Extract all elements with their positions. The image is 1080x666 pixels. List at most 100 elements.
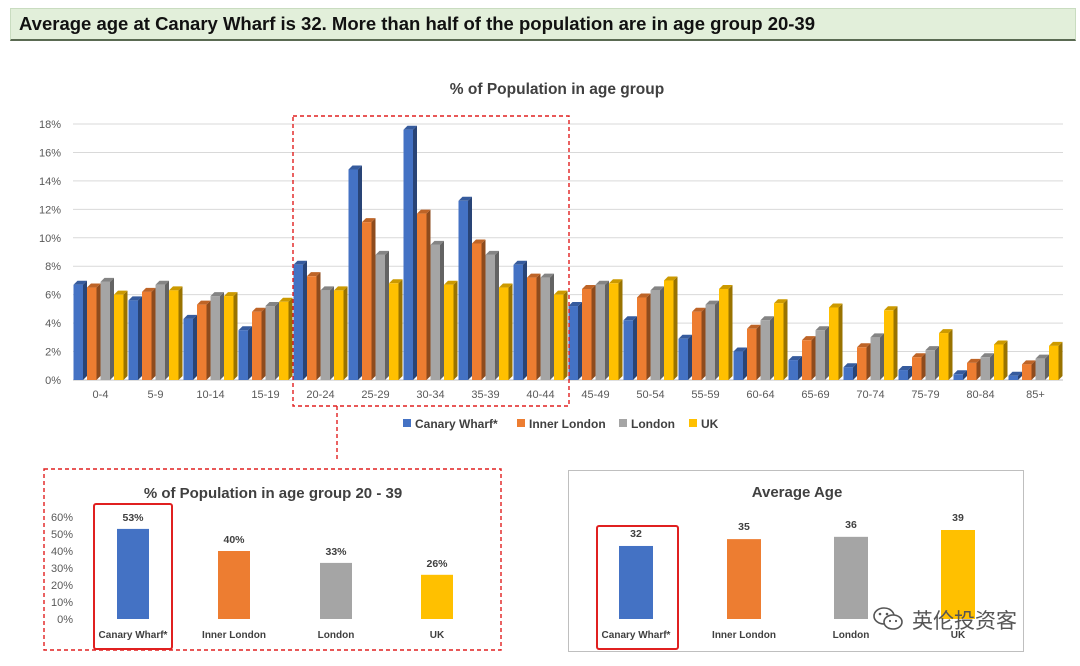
legend-swatch <box>689 419 697 427</box>
bar-london <box>834 536 868 619</box>
age-group-chart: % of Population in age group 0% 2% 4% 6% 8% 1… <box>39 81 1063 460</box>
x-tick-label: London <box>833 630 870 641</box>
bar-uk-30-34 <box>444 280 458 380</box>
highlight-box-20-39 <box>43 468 502 651</box>
bar-canary-wharf-15-19 <box>238 326 252 380</box>
x-tick-label: 10-14 <box>196 389 224 401</box>
bar-london-0-4 <box>100 277 114 380</box>
bar-inner-london <box>727 539 761 619</box>
y-tick-label: 40% <box>51 546 73 558</box>
bar-london-35-39 <box>485 250 499 380</box>
bar-canary-wharf-10-14 <box>183 314 197 380</box>
bar-london-65-69 <box>815 326 829 380</box>
bar-inner-london-10-14 <box>197 300 211 380</box>
bar-inner-london-65-69 <box>802 336 816 380</box>
bar-london-25-29 <box>375 250 389 380</box>
sub2-chart-title: Average Age <box>752 484 843 501</box>
bar-canary-wharf-50-54 <box>623 316 637 380</box>
bar-uk <box>421 574 453 619</box>
legend-item-inner-london: Inner London <box>517 417 606 431</box>
y-tick-label: 50% <box>51 529 73 541</box>
y-tick-label: 30% <box>51 563 73 575</box>
y-tick-label: 0% <box>45 375 61 387</box>
legend-swatch <box>619 419 627 427</box>
y-tick-label: 16% <box>39 147 61 159</box>
y-tick-label: 4% <box>45 318 61 330</box>
bar-london-85 <box>1035 354 1049 380</box>
main-legend: Canary Wharf* Inner London London UK <box>403 417 719 431</box>
bar-inner-london-80-84 <box>967 358 981 380</box>
x-tick-label: Inner London <box>712 630 776 641</box>
y-tick-label: 60% <box>51 512 73 524</box>
bar-inner-london-75-79 <box>912 353 926 380</box>
bar-uk-0-4 <box>114 290 128 380</box>
bar-inner-london-50-54 <box>637 293 651 380</box>
x-tick-label: UK <box>430 630 445 641</box>
bar-uk-10-14 <box>224 292 238 380</box>
bar-canary-wharf-60-64 <box>733 347 747 380</box>
x-tick-label: 20-24 <box>306 389 334 401</box>
watermark-text: 英伦投资客 <box>912 609 1017 633</box>
x-tick-label: 60-64 <box>746 389 774 401</box>
bar-inner-london-85 <box>1022 360 1036 380</box>
legend-item-canary-wharf: Canary Wharf* <box>403 417 498 431</box>
x-tick-label: 25-29 <box>361 389 389 401</box>
y-tick-label: 8% <box>45 261 61 273</box>
bar-inner-london-55-59 <box>692 307 706 380</box>
x-tick-label: 15-19 <box>251 389 279 401</box>
bar-canary-wharf-25-29 <box>348 165 362 380</box>
bar-inner-london-20-24 <box>307 272 321 380</box>
bar-uk-60-64 <box>774 299 788 380</box>
bar-canary-wharf-5-9 <box>128 296 142 380</box>
bar-uk <box>941 529 975 619</box>
bar-inner-london <box>218 551 250 619</box>
bar-london-20-24 <box>320 286 334 380</box>
bar-canary-wharf <box>619 545 653 619</box>
y-tick-label: 10% <box>51 597 73 609</box>
bar-london-60-64 <box>760 316 774 380</box>
bar-inner-london-5-9 <box>142 287 156 380</box>
data-label: 33% <box>325 546 347 558</box>
x-tick-label: 75-79 <box>911 389 939 401</box>
bar-canary-wharf-35-39 <box>458 196 472 380</box>
bar-uk-75-79 <box>939 329 953 380</box>
x-tick-label: Canary Wharf* <box>99 630 168 641</box>
bar-london-10-14 <box>210 292 224 380</box>
x-tick-label: 70-74 <box>856 389 884 401</box>
x-tick-label: 50-54 <box>636 389 664 401</box>
bar-uk-40-44 <box>554 290 568 380</box>
bar-london-30-34 <box>430 240 444 380</box>
watermark: 英伦投资客 <box>872 603 1052 637</box>
bar-london-55-59 <box>705 300 719 380</box>
bar-london <box>320 562 352 619</box>
bar-london-45-49 <box>595 280 609 380</box>
bar-canary-wharf-85 <box>1008 371 1022 380</box>
highlight-canary-wharf-age <box>596 525 679 650</box>
bar-inner-london-45-49 <box>582 284 596 380</box>
data-label: 32 <box>630 528 642 540</box>
data-label: 39 <box>952 512 964 524</box>
bar-inner-london-70-74 <box>857 343 871 380</box>
x-tick-label: London <box>318 630 355 641</box>
bar-uk-20-24 <box>334 286 348 380</box>
bar-inner-london-30-34 <box>417 209 431 380</box>
bar-london-80-84 <box>980 353 994 380</box>
x-tick-label: 45-49 <box>581 389 609 401</box>
bar-canary-wharf-75-79 <box>898 366 912 380</box>
bar-canary-wharf-0-4 <box>73 280 87 380</box>
bar-uk-45-49 <box>609 279 623 380</box>
bar-canary-wharf-30-34 <box>403 125 417 380</box>
y-tick-label: 12% <box>39 204 61 216</box>
legend-swatch <box>517 419 525 427</box>
bar-london-5-9 <box>155 280 169 380</box>
bar-uk-15-19 <box>279 297 293 380</box>
y-tick-label: 18% <box>39 119 61 131</box>
highlight-canary-wharf-20-39 <box>93 503 173 650</box>
data-label: 26% <box>426 558 448 570</box>
legend-label: Inner London <box>529 417 606 431</box>
bar-london-15-19 <box>265 302 279 380</box>
y-tick-label: 0% <box>57 614 73 626</box>
bar-canary-wharf-80-84 <box>953 370 967 380</box>
bar-uk-85 <box>1049 341 1063 380</box>
x-tick-label: Inner London <box>202 630 266 641</box>
